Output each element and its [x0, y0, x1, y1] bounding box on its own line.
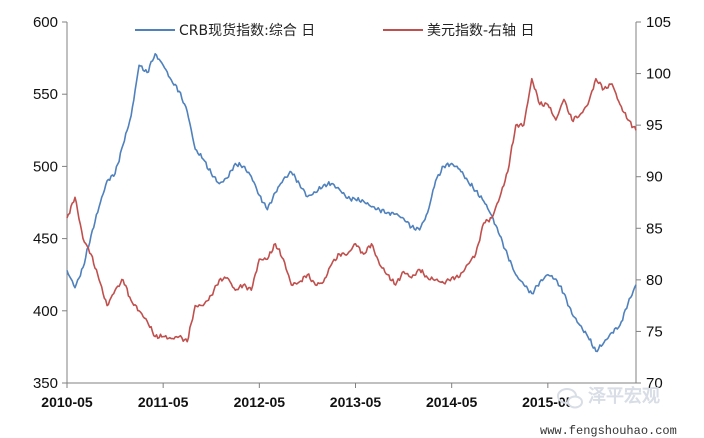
- x-tick-label: 2012-05: [234, 394, 286, 410]
- y-right-tick-label: 95: [646, 117, 663, 134]
- series-lines: [66, 53, 637, 353]
- x-tick-label: 2013-05: [330, 394, 382, 410]
- x-tick-label: 2015-05: [522, 394, 574, 410]
- series-line-crb-index: [66, 53, 637, 353]
- y-left-tick-label: 600: [33, 14, 58, 31]
- y-right-tick-label: 85: [646, 220, 663, 237]
- x-tick-label: 2010-05: [41, 394, 93, 410]
- y-left-tick-label: 400: [33, 303, 58, 320]
- x-tick-label: 2011-05: [138, 394, 189, 410]
- y-left-tick-label: 450: [33, 231, 58, 248]
- y-right-tick-label: 105: [646, 14, 671, 31]
- legend-label: CRB现货指数:综合 日: [179, 22, 315, 39]
- axes: 350 400 450 500 550 600 70 75 80 85 90 95 100 105 2010…: [33, 14, 671, 410]
- y-right-tick-label: 70: [646, 375, 663, 392]
- y-right-tick-label: 75: [646, 323, 663, 340]
- watermark-brand: 泽平宏观: [588, 385, 660, 407]
- watermark: 泽平宏观 www.fengshouhao.com: [530, 385, 700, 438]
- legend-label: 美元指数-右轴 日: [427, 23, 535, 39]
- y-left-tick-label: 550: [33, 86, 58, 103]
- series-line-usd-index: [66, 77, 637, 343]
- wechat-icon: [557, 388, 583, 409]
- legend: CRB现货指数:综合 日 美元指数-右轴 日: [135, 22, 535, 39]
- watermark-url: www.fengshouhao.com: [540, 424, 677, 438]
- y-left-tick-label: 500: [33, 158, 58, 175]
- y-left-tick-label: 350: [33, 375, 58, 392]
- y-right-tick-label: 100: [646, 66, 671, 83]
- x-tick-label: 2014-05: [426, 394, 478, 410]
- y-right-tick-label: 90: [646, 169, 663, 186]
- y-right-tick-label: 80: [646, 272, 663, 289]
